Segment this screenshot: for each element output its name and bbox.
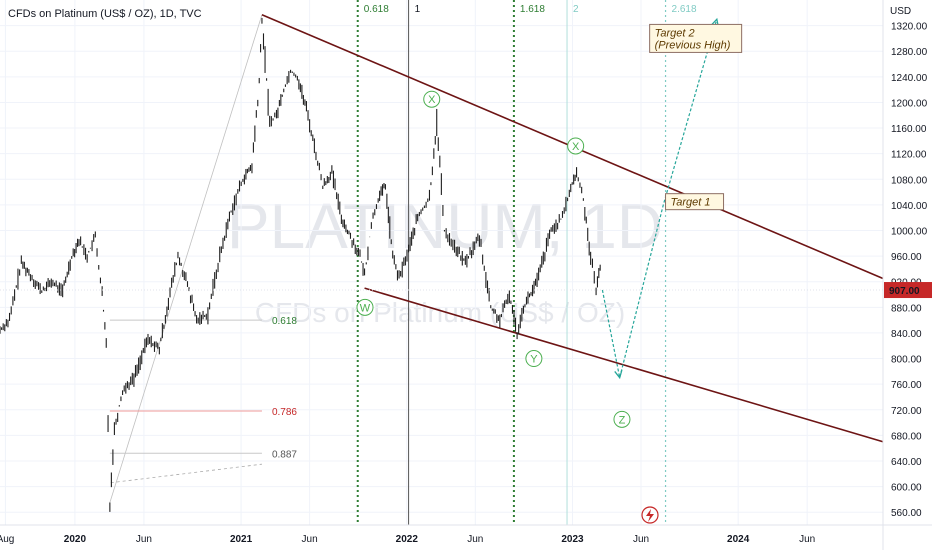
wave-labels: W X Y X Z	[356, 90, 631, 428]
time-tick-label: Jun	[302, 534, 318, 545]
watermark: PLATINUM, 1D CFDs on Platinum (US$ / OZ)	[227, 190, 663, 328]
time-tick-label: 2022	[396, 534, 419, 545]
wave-label-circle	[356, 298, 374, 316]
time-tick-label: 2020	[64, 534, 87, 545]
price-tick-label: 680.00	[891, 431, 922, 442]
time-axis[interactable]: Aug 2020 Jun 2021 Jun 2022 Jun 2023 Jun 2024 Jun	[0, 524, 932, 545]
time-tick-label: Jun	[467, 534, 483, 545]
watermark-symbol: PLATINUM, 1D	[227, 190, 663, 262]
wave-label-circle	[423, 90, 441, 108]
wave-label-text: X	[572, 141, 580, 153]
wave-label-circle	[525, 350, 543, 368]
time-tick-label: 2021	[230, 534, 253, 545]
time-tick-label: Jun	[799, 534, 815, 545]
fib-time-zones: 0.618 1 1.618 2 2.618	[356, 0, 697, 525]
channel-lower-line	[364, 287, 884, 443]
price-tick-label: 1040.00	[891, 201, 928, 212]
time-tick-label: Jun	[136, 534, 152, 545]
price-tick-label: 640.00	[891, 457, 922, 468]
price-tick-label: 840.00	[891, 329, 922, 340]
price-tick-label: 1000.00	[891, 226, 928, 237]
time-tick-label: 2024	[727, 534, 750, 545]
price-tick-label: 1320.00	[891, 22, 928, 33]
projection-arrow	[614, 369, 623, 380]
wave-label-circle	[567, 137, 585, 155]
currency-label: USD	[890, 6, 911, 17]
price-tick-label: 760.00	[891, 380, 922, 391]
wave-label: Y	[525, 350, 543, 368]
fib-level-label: 0.887	[272, 449, 297, 460]
target-sublabel: (Previous High)	[655, 39, 731, 51]
price-tick-label: 1200.00	[891, 98, 928, 109]
fib-retracement: 0.618 0.786 0.887	[109, 14, 297, 503]
price-axis[interactable]: 560.00 600.00 640.00 680.00 720.00 760.00 800.…	[882, 0, 932, 550]
wave-label-text: X	[428, 94, 436, 106]
wave-label: W	[356, 298, 374, 316]
price-tick-label: 560.00	[891, 508, 922, 519]
fib-time-label: 2	[573, 4, 579, 15]
price-tick-label: 1240.00	[891, 73, 928, 84]
target-box: Target 2(Previous High)	[649, 23, 743, 53]
wave-label: X	[423, 90, 441, 108]
target-box-bg	[649, 23, 743, 53]
time-tick-label: 2023	[561, 534, 584, 545]
wave-label-text: W	[360, 302, 371, 314]
wave-label-text: Y	[530, 354, 538, 366]
lightning-icon[interactable]	[641, 506, 659, 524]
time-tick-label: Aug	[0, 534, 14, 545]
price-tick-label: 720.00	[891, 406, 922, 417]
price-tick-label: 960.00	[891, 252, 922, 263]
fib-time-label: 1	[415, 4, 421, 15]
target-label: Target 1	[671, 197, 711, 209]
target-label: Target 2	[655, 27, 695, 39]
price-series	[0, 17, 883, 512]
price-tick-label: 1120.00	[891, 150, 927, 161]
fib-level-label: 0.618	[272, 316, 297, 327]
fib-level-label: 0.786	[272, 407, 297, 418]
price-tick-label: 800.00	[891, 355, 922, 366]
fib-base-line	[110, 463, 262, 484]
wave-label-circle	[613, 410, 631, 428]
price-tick-label: 1160.00	[891, 124, 927, 135]
target-labels: Target 1 Target 2(Previous High)	[649, 23, 743, 211]
wave-label: X	[567, 137, 585, 155]
wave-label: Z	[613, 410, 631, 428]
price-tick-label: 1280.00	[891, 47, 928, 58]
target-box-bg	[665, 193, 725, 211]
time-tick-label: Jun	[633, 534, 649, 545]
target-box: Target 1	[665, 193, 725, 211]
fib-time-label: 1.618	[520, 4, 545, 15]
last-price-value: 907.00	[889, 286, 920, 297]
price-tick-label: 880.00	[891, 303, 922, 314]
watermark-description: CFDs on Platinum (US$ / OZ)	[255, 297, 625, 328]
last-price-badge	[884, 282, 932, 299]
price-tick-label: 1080.00	[891, 175, 928, 186]
chart-title: CFDs on Platinum (US$ / OZ), 1D, TVC	[8, 8, 202, 20]
fib-trend-line	[109, 14, 263, 503]
wave-label-text: Z	[619, 414, 626, 426]
grid	[0, 0, 883, 525]
fib-time-label: 0.618	[364, 4, 389, 15]
price-tick-label: 600.00	[891, 483, 922, 494]
fib-time-label: 2.618	[672, 4, 697, 15]
